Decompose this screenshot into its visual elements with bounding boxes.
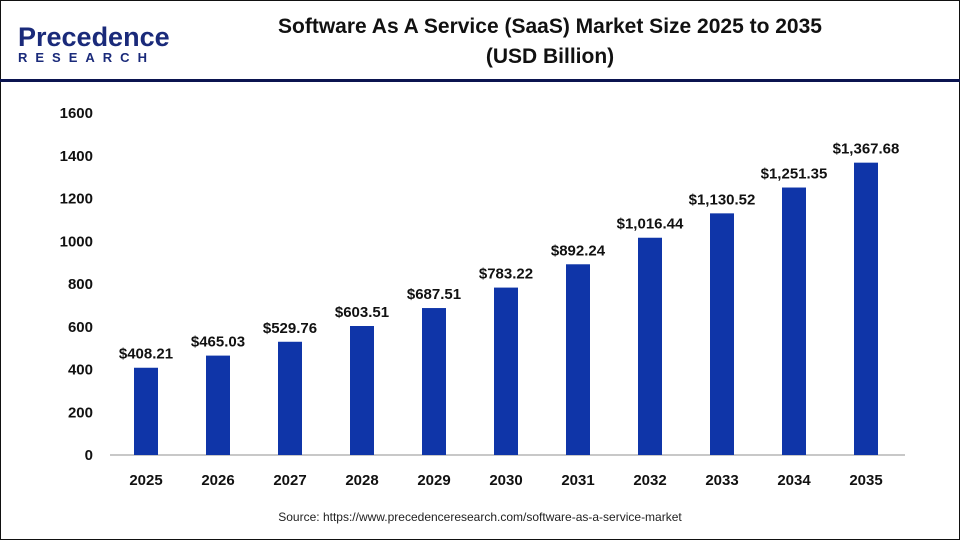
bar — [206, 355, 230, 455]
title-line: Software As A Service (SaaS) Market Size… — [278, 15, 822, 38]
bar — [566, 264, 590, 455]
y-tick-label: 600 — [68, 319, 93, 336]
data-label: $783.22 — [479, 266, 533, 283]
data-label: $1,367.68 — [833, 141, 900, 158]
bar — [278, 341, 302, 455]
y-tick-label: 1200 — [60, 191, 93, 208]
data-label: $892.24 — [551, 242, 606, 259]
y-tick-label: 800 — [68, 276, 93, 293]
bar — [710, 213, 734, 455]
y-tick-label: 1000 — [60, 233, 93, 250]
logo-subtext: RESEARCH — [18, 50, 155, 65]
x-tick-label: 2025 — [129, 472, 162, 489]
bar — [494, 287, 518, 455]
data-label: $465.03 — [191, 334, 245, 351]
data-label: $687.51 — [407, 286, 461, 303]
source-text: Source: https://www.precedenceresearch.c… — [278, 510, 682, 524]
logo: Precedence RESEARCH — [18, 24, 170, 66]
x-tick-label: 2027 — [273, 472, 306, 489]
x-tick-label: 2029 — [417, 472, 450, 489]
data-label: $408.21 — [119, 346, 173, 363]
x-tick-label: 2031 — [561, 472, 594, 489]
logo-text: Precedence — [18, 22, 170, 52]
bar — [782, 187, 806, 456]
data-label: $1,251.35 — [761, 166, 828, 183]
data-label: $603.51 — [335, 304, 389, 321]
chart-title: Software As A Service (SaaS) Market Size… — [220, 12, 880, 72]
bar — [350, 325, 374, 455]
x-tick-label: 2030 — [489, 472, 522, 489]
data-label: $1,130.52 — [689, 191, 756, 208]
data-label: $1,016.44 — [617, 216, 684, 233]
x-tick-label: 2028 — [345, 472, 378, 489]
y-tick-label: 400 — [68, 362, 93, 379]
header-divider — [0, 79, 960, 82]
x-tick-label: 2034 — [777, 472, 811, 489]
data-label: $529.76 — [263, 320, 317, 337]
bar — [854, 162, 878, 456]
x-tick-label: 2033 — [705, 472, 738, 489]
y-tick-label: 0 — [85, 447, 93, 464]
y-tick-label: 1600 — [60, 105, 93, 122]
y-tick-label: 1400 — [60, 148, 93, 165]
subtitle-line: (USD Billion) — [485, 45, 615, 68]
bar — [422, 308, 446, 455]
x-tick-label: 2026 — [201, 472, 234, 489]
y-tick-label: 200 — [68, 404, 93, 421]
x-tick-label: 2032 — [633, 472, 666, 489]
bar — [638, 237, 662, 455]
x-tick-label: 2035 — [849, 472, 882, 489]
bar — [134, 367, 158, 455]
